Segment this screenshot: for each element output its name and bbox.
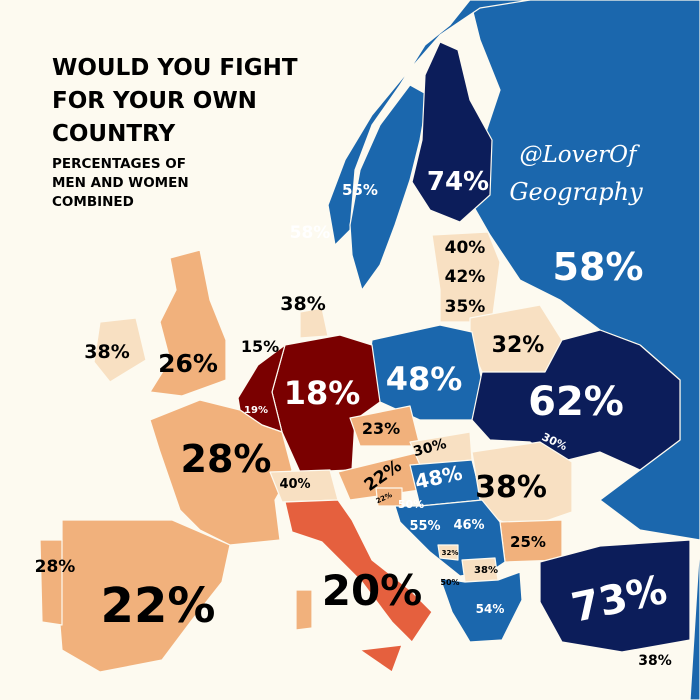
subtitle-line-1: PERCENTAGES OF (52, 156, 186, 172)
label-spain: 22% (101, 578, 216, 634)
label-macedonia: 38% (474, 565, 498, 576)
label-romania: 38% (475, 470, 547, 505)
label-greece: 54% (476, 602, 505, 616)
label-uk: 26% (158, 349, 218, 378)
label-lithuania: 35% (445, 297, 486, 317)
region-ukraine (471, 329, 681, 471)
title-line-1: WOULD YOU FIGHT (52, 55, 298, 81)
label-switzerland: 40% (279, 477, 310, 492)
region-france (149, 399, 293, 546)
label-belarus: 32% (492, 333, 545, 358)
label-russia: 58% (553, 245, 644, 289)
watermark-line2: Geography (509, 178, 643, 206)
label-latvia: 42% (445, 267, 486, 287)
label-bulgaria: 25% (510, 533, 546, 551)
watermark: @LoverOf Geography (509, 142, 643, 206)
label-ireland: 38% (84, 341, 129, 363)
region-portugal (39, 539, 63, 626)
region-norway (327, 0, 531, 246)
region-uk (149, 249, 227, 397)
label-cyprus: 38% (638, 653, 672, 669)
title-line-3: COUNTRY (52, 121, 176, 147)
label-estonia: 40% (445, 238, 486, 258)
label-france: 28% (181, 437, 272, 481)
title-block: WOULD YOU FIGHT FOR YOUR OWN COUNTRY PER… (52, 52, 298, 212)
label-albania: 50% (440, 578, 459, 587)
subtitle-line-2: MEN AND WOMEN (52, 175, 189, 191)
region-sicily (359, 644, 403, 673)
watermark-line1: @LoverOf (519, 142, 640, 168)
label-germany: 18% (284, 374, 361, 412)
region-italy (284, 499, 433, 643)
label-czechia: 23% (362, 419, 400, 438)
label-poland: 48% (386, 360, 463, 398)
subtitle: PERCENTAGES OF MEN AND WOMEN COMBINED (52, 155, 298, 212)
region-western-balkans (394, 499, 506, 577)
subtitle-line-3: COMBINED (52, 194, 134, 210)
label-serbia: 46% (453, 518, 484, 533)
region-greece (439, 571, 523, 643)
label-netherlands: 15% (241, 337, 279, 356)
region-ireland (93, 317, 147, 383)
label-norway: 55% (342, 181, 378, 199)
region-denmark (299, 307, 329, 339)
region-montenegro (437, 544, 459, 561)
region-sardinia (295, 589, 313, 631)
label-sweden: 58% (290, 223, 331, 243)
region-turkey (539, 539, 691, 653)
label-italy: 20% (322, 566, 423, 615)
label-finland: 74% (427, 167, 489, 197)
label-denmark: 38% (280, 293, 325, 315)
region-finland (411, 41, 493, 223)
title-line-2: FOR YOUR OWN (52, 88, 257, 114)
label-montenegro: 32% (442, 549, 459, 557)
label-croatia: 50% (398, 498, 424, 511)
label-ukraine: 62% (528, 379, 624, 425)
label-bosnia: 55% (409, 519, 440, 534)
label-portugal: 28% (35, 557, 76, 577)
label-belgium: 19% (244, 405, 268, 416)
